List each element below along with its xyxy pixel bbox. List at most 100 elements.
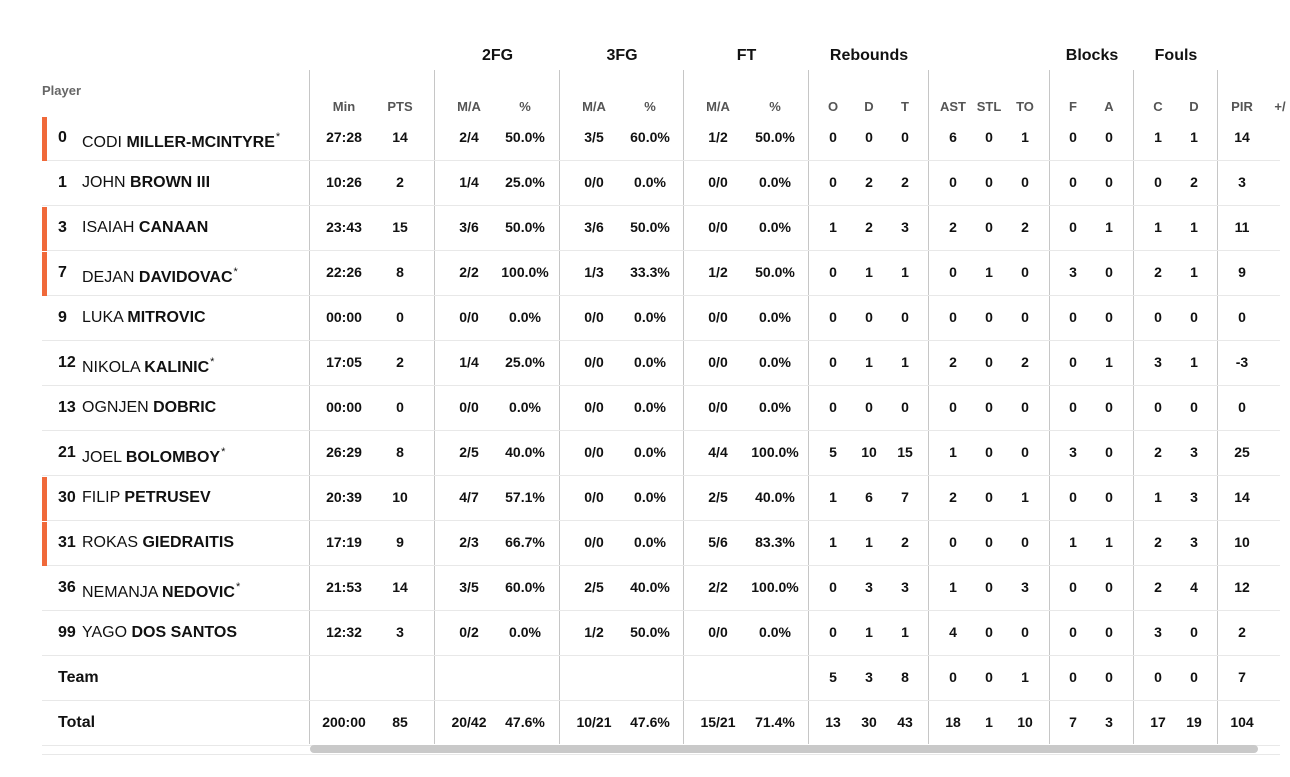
stat-cell: 0 [865,309,873,325]
stat-cell: 0.0% [634,309,666,325]
stat-cell: 19 [1186,714,1202,730]
stat-cell: 15 [392,219,408,235]
column-header[interactable]: TO [1016,99,1034,114]
column-header[interactable]: % [519,99,531,114]
stat-cell: 18 [945,714,961,730]
player-row[interactable]: 13 OGNJEN DOBRIC 00:00 0 0/0 0.0% 0/0 0.0% 0/0 0.… [42,385,1280,431]
player-name-link[interactable]: JOEL BOLOMBOY* [82,430,225,480]
column-header[interactable]: % [644,99,656,114]
stat-cell: 0 [949,534,957,550]
column-header[interactable]: T [901,99,909,114]
stat-cell: 71.4% [755,714,795,730]
stat-cell: 1 [1154,129,1162,145]
column-header[interactable]: M/A [706,99,730,114]
player-name-link[interactable]: LUKA MITROVIC [82,295,206,340]
starter-asterisk: * [275,131,281,143]
stat-cell: 2/4 [459,129,479,145]
stat-cell: 8 [396,264,404,280]
player-name-link[interactable]: FILIP PETRUSEV [82,475,211,520]
player-name-link[interactable]: OGNJEN DOBRIC [82,385,216,430]
stat-cell: 6 [865,489,873,505]
divider [434,70,435,744]
player-number: 36 [58,579,76,596]
divider [928,70,929,744]
stat-cell: 25.0% [505,174,545,190]
stat-cell: 27:28 [326,129,362,145]
stat-cell: 17:05 [326,354,362,370]
column-header[interactable]: F [1069,99,1077,114]
column-header[interactable]: A [1104,99,1114,114]
horizontal-scrollbar[interactable] [310,745,1258,753]
player-name-link[interactable]: YAGO DOS SANTOS [82,610,237,655]
stat-cell: 7 [901,489,909,505]
stat-cell: 50.0% [505,129,545,145]
column-header[interactable]: O [827,99,839,114]
player-row[interactable]: 7 DEJAN DAVIDOVAC* 22:26 8 2/2 100.0% 1/3 33.3%… [42,250,1280,296]
stat-cell: 0 [1105,624,1113,640]
stat-cell: 0.0% [759,219,791,235]
stat-cell: 1 [901,264,909,280]
stat-cell: 1 [1105,219,1113,235]
player-last-name: MITROVIC [127,309,206,326]
column-header[interactable]: STL [976,99,1002,114]
player-row[interactable]: 99 YAGO DOS SANTOS 12:32 3 0/2 0.0% 1/2 50.0% 0/… [42,610,1280,656]
player-first-name: LUKA [82,309,123,326]
stat-cell: 0 [949,309,957,325]
stat-cell: 0.0% [634,534,666,550]
player-row[interactable]: 12 NIKOLA KALINIC* 17:05 2 1/4 25.0% 0/0 0.0% 0/… [42,340,1280,386]
stat-cell: 1 [865,264,873,280]
player-row[interactable]: 3 ISAIAH CANAAN 23:43 15 3/6 50.0% 3/6 50.0% 0/0… [42,205,1280,251]
column-header[interactable]: PTS [387,99,413,114]
stat-cell: 0/0 [708,354,728,370]
stat-cell: 1 [829,489,837,505]
stat-cell: 1 [1021,129,1029,145]
stat-cell: 1 [1154,219,1162,235]
column-header[interactable]: PIR [1231,99,1253,114]
stat-cell: 1/2 [708,264,728,280]
stat-cell: 47.6% [505,714,545,730]
column-header[interactable]: C [1153,99,1163,114]
player-row[interactable]: 30 FILIP PETRUSEV 20:39 10 4/7 57.1% 0/0 0.0% 2/… [42,475,1280,521]
player-name-link[interactable]: ROKAS GIEDRAITIS [82,520,234,565]
stat-cell: 0.0% [759,399,791,415]
stat-cell: 0 [949,399,957,415]
column-header[interactable]: AST [940,99,966,114]
column-header[interactable]: M/A [582,99,606,114]
player-row[interactable]: 0 CODI MILLER-MCINTYRE* 27:28 14 2/4 50.0% 3/5… [42,115,1280,161]
stat-cell: 9 [1238,264,1246,280]
stat-cell: 2 [901,174,909,190]
player-row[interactable]: 36 NEMANJA NEDOVIC* 21:53 14 3/5 60.0% 2/5 40.0… [42,565,1280,611]
player-name-link[interactable]: NIKOLA KALINIC* [82,340,214,390]
player-row[interactable]: 31 ROKAS GIEDRAITIS 17:19 9 2/3 66.7% 0/0 0.0% 5… [42,520,1280,566]
player-name-link[interactable]: NEMANJA NEDOVIC* [82,565,240,615]
column-header[interactable]: % [769,99,781,114]
player-name-link[interactable]: ISAIAH CANAAN [82,205,208,250]
stat-cell: 0/0 [584,354,604,370]
column-header[interactable]: Min [332,99,356,114]
stat-cell: 3 [1021,579,1029,595]
player-first-name: YAGO [82,624,128,641]
column-header[interactable]: +/ [1274,99,1286,114]
player-row[interactable]: 1 JOHN BROWN III 10:26 2 1/4 25.0% 0/0 0.0% 0/0 0… [42,160,1280,206]
player-name-link[interactable]: JOHN BROWN III [82,160,210,205]
column-header[interactable]: M/A [457,99,481,114]
table-bottom-border [42,754,1280,755]
column-header[interactable]: D [864,99,874,114]
stat-cell: 50.0% [505,219,545,235]
stat-cell: 3 [1069,264,1077,280]
stat-cell: 0 [985,399,993,415]
stat-cell: 100.0% [751,579,799,595]
player-row[interactable]: 21 JOEL BOLOMBOY* 26:29 8 2/5 40.0% 0/0 0.0% 4/4… [42,430,1280,476]
stat-cell: 0 [901,129,909,145]
stat-cell: 66.7% [505,534,545,550]
stat-cell: 8 [396,444,404,460]
player-row[interactable]: 9 LUKA MITROVIC 00:00 0 0/0 0.0% 0/0 0.0% 0/0 0.0… [42,295,1280,341]
stat-cell: 1 [1190,219,1198,235]
column-header[interactable]: D [1189,99,1199,114]
stat-cell: 10/21 [576,714,612,730]
player-name-link[interactable]: CODI MILLER-MCINTYRE* [82,115,280,165]
stat-cell: 60.0% [630,129,670,145]
stat-cell: 0 [1105,444,1113,460]
stat-cell: 00:00 [326,399,362,415]
player-name-link[interactable]: DEJAN DAVIDOVAC* [82,250,238,300]
